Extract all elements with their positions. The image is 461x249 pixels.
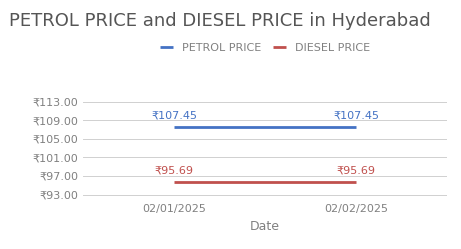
DIESEL PRICE: [171, 181, 177, 184]
X-axis label: Date: Date: [250, 220, 280, 233]
Text: PETROL PRICE and DIESEL PRICE in Hyderabad: PETROL PRICE and DIESEL PRICE in Hyderab…: [9, 12, 431, 30]
Text: ₹107.45: ₹107.45: [151, 111, 197, 121]
Text: ₹95.69: ₹95.69: [154, 165, 194, 175]
Text: ₹95.69: ₹95.69: [337, 165, 376, 175]
PETROL PRICE: [353, 126, 359, 129]
PETROL PRICE: [171, 126, 177, 129]
Text: ₹107.45: ₹107.45: [333, 111, 379, 121]
Legend: PETROL PRICE, DIESEL PRICE: PETROL PRICE, DIESEL PRICE: [160, 43, 370, 53]
DIESEL PRICE: [353, 181, 359, 184]
